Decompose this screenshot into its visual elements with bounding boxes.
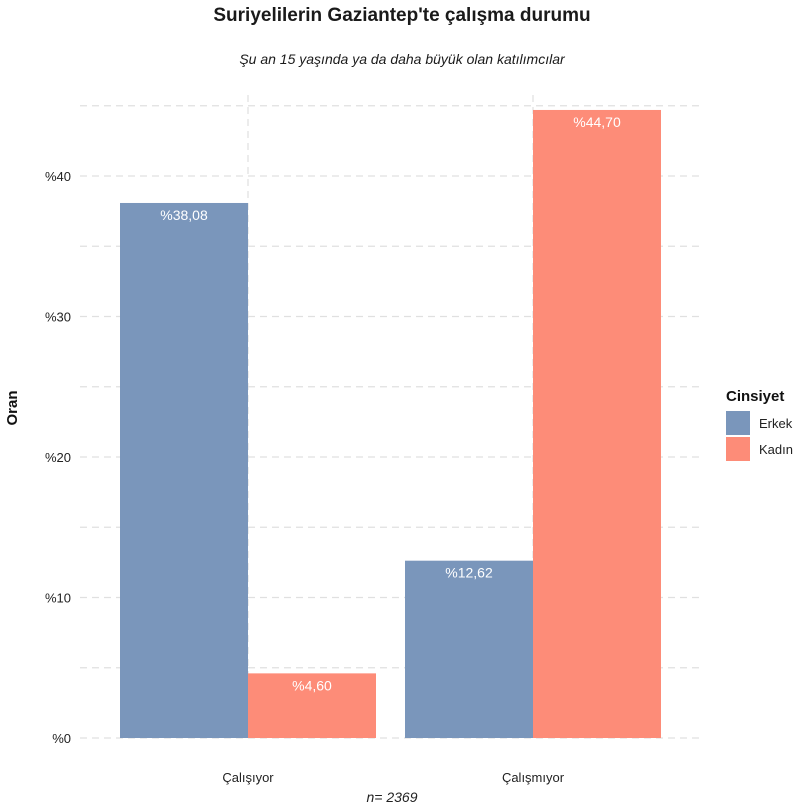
y-tick-label: %10 [45,591,71,606]
bar-value-label: %12,62 [445,565,493,581]
legend: Cinsiyet Erkek Kadın [726,388,793,461]
x-tick-label: Çalışıyor [222,770,274,785]
sample-size-caption: n= 2369 [367,789,418,805]
y-axis-ticks: %0 %10 %20 %30 %40 [45,169,71,746]
legend-title: Cinsiyet [726,388,784,405]
bar-erkek [405,560,533,738]
y-axis-label: Oran [4,390,21,425]
bar-erkek [120,202,248,738]
legend-swatch-erkek [726,411,750,435]
bar-value-labels: %38,08 %4,60 %12,62 %44,70 [160,114,621,693]
bar-kadın [533,109,661,739]
x-tick-label: Çalışmıyor [502,770,565,785]
bar-value-label: %44,70 [573,114,621,130]
bars [120,109,661,739]
y-tick-label: %40 [45,169,71,184]
bar-value-label: %38,08 [160,207,208,223]
legend-swatch-kadın [726,437,750,461]
chart-title: Suriyelilerin Gaziantep'te çalışma durum… [213,5,590,26]
bar-kadın [248,673,376,738]
y-tick-label: %30 [45,310,71,325]
chart-subtitle: Şu an 15 yaşında ya da daha büyük olan k… [239,51,566,67]
y-tick-label: %0 [52,731,71,746]
x-axis-ticks: Çalışıyor Çalışmıyor [222,770,564,785]
legend-label: Kadın [759,442,793,457]
legend-label: Erkek [759,416,793,431]
y-tick-label: %20 [45,450,71,465]
bar-value-label: %4,60 [292,677,332,693]
